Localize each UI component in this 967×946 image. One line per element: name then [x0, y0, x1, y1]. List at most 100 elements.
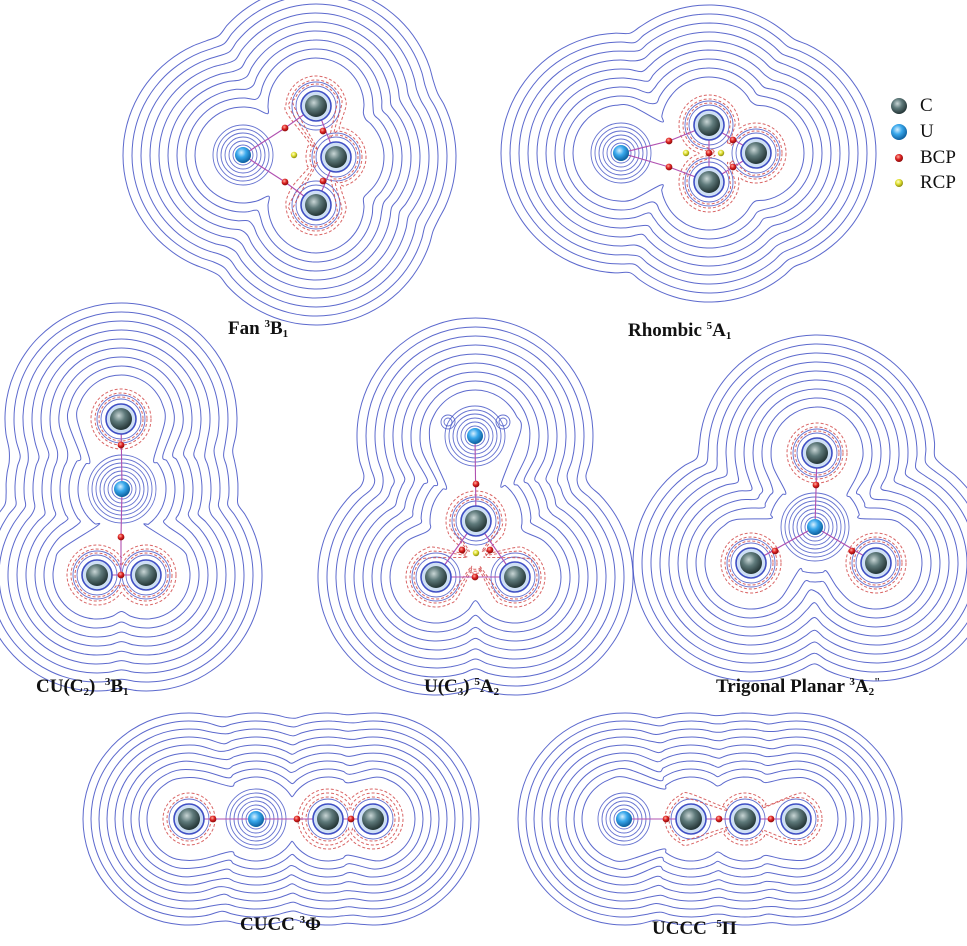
cucc-dashed [166, 796, 212, 842]
uc3-contour [380, 380, 571, 633]
carbon-atom [325, 146, 347, 168]
uccc-contour [517, 712, 903, 926]
cucc-contour [130, 760, 432, 878]
ring-critical-point [682, 149, 690, 157]
uc3-dashed [413, 498, 538, 600]
ring-critical-point [290, 151, 298, 159]
uranium-atom [248, 811, 264, 827]
uccc-contour [573, 768, 847, 870]
bond-critical-point [771, 547, 779, 555]
uranium-atom [807, 519, 823, 535]
cucc-dashed [162, 792, 216, 846]
trigonal-dashed [794, 430, 840, 476]
caption-uccc: UCCC 5Π [652, 918, 737, 939]
rhombic-c-ring [735, 132, 777, 174]
uc3-contour [335, 335, 616, 678]
fan-c-ring [315, 136, 357, 178]
trigonal-contour [704, 406, 923, 610]
ring-critical-point [472, 549, 480, 557]
carbon-atom [305, 194, 327, 216]
bond-critical-point [117, 441, 125, 449]
bond-critical-point [715, 815, 723, 823]
carbon-atom [865, 552, 887, 574]
carbon-atom [317, 808, 339, 830]
trigonal-dashed [728, 540, 774, 586]
carbon-atom [734, 808, 756, 830]
rhombic-contour [572, 76, 805, 231]
fan-u-ring [212, 124, 274, 186]
ring-critical-point [717, 149, 725, 157]
fan-contour [185, 48, 394, 263]
cucc-contour [114, 744, 448, 894]
bond-critical-point [665, 137, 673, 145]
uc3-contour [353, 353, 598, 660]
uc3-dashed [409, 494, 542, 604]
cuc2-dashed-bottom [70, 548, 173, 602]
trigonal-dashed [849, 536, 903, 590]
trigonal-dashed [853, 540, 899, 586]
rhombic-u-ring [590, 122, 652, 184]
carbon-atom [465, 510, 487, 532]
cuc2-contour [25, 347, 218, 647]
rhombic-contour [536, 40, 841, 267]
rhombic-contour [554, 58, 823, 249]
fan-dashed [292, 83, 359, 228]
bond-critical-point [281, 124, 289, 132]
trigonal-dashed [786, 422, 848, 484]
bond-path [242, 127, 286, 156]
rhombic-contour [518, 22, 859, 285]
uc3-lobe [498, 417, 508, 427]
uccc-dashed [664, 792, 823, 846]
legend-label: BCP [920, 147, 956, 168]
cuc2-dashed-top [94, 392, 148, 446]
fan-u-ring [224, 136, 262, 174]
bond-critical-point [729, 136, 737, 144]
legend-item-u: U [890, 121, 934, 143]
legend-item-bcp: BCP [890, 147, 956, 169]
uc3-contour [317, 317, 634, 696]
carbon-atom [698, 171, 720, 193]
bond-critical-point-icon [890, 149, 908, 167]
caption-rhombic: Rhombic 5A1 [628, 320, 732, 342]
cuc2-contour [43, 365, 200, 629]
bond-path-layer [97, 105, 877, 820]
carbon-atom [178, 808, 200, 830]
uc3-contour [326, 326, 625, 687]
caption-u-c3: U(C3) 5A2 [424, 676, 500, 698]
uccc-contour [541, 736, 879, 902]
carbon-atom [362, 808, 384, 830]
trigonal-contour [632, 334, 967, 682]
fan-dashed [284, 75, 367, 236]
cuc2-contour [0, 311, 254, 683]
carbon-atom [425, 566, 447, 588]
rhombic-u-ring [602, 134, 640, 172]
trigonal-c-ring [792, 428, 842, 478]
uc3-dashed [405, 490, 546, 608]
uranium-atom [616, 811, 632, 827]
cucc-contour [90, 720, 472, 918]
rhombic-dashed [678, 94, 787, 213]
trigonal-dashed [724, 536, 778, 590]
uranium-atom [613, 145, 629, 161]
bond-critical-point [319, 127, 327, 135]
trigonal-c-ring [726, 538, 776, 588]
bond-critical-point [486, 546, 494, 554]
fan-contour [158, 21, 421, 290]
legend-label: U [920, 121, 934, 142]
trigonal-dashed [720, 532, 782, 594]
fan-c-ring [295, 85, 337, 127]
bond-critical-point [281, 178, 289, 186]
rhombic-contour [545, 49, 832, 258]
rhombic-u-ring [610, 142, 632, 164]
uccc-contour [565, 760, 855, 878]
trigonal-contour [677, 379, 950, 637]
fan-dashed [288, 79, 363, 232]
dashed-contour-layer [66, 75, 907, 850]
bond-path [620, 140, 670, 154]
carbon-atom [86, 564, 108, 586]
fan-u-ring [228, 140, 258, 170]
caption-fan: Fan 3B1 [228, 318, 289, 340]
rhombic-contour [527, 31, 850, 276]
carbon-atom-icon [890, 97, 908, 115]
trigonal-u-ring [792, 504, 838, 550]
